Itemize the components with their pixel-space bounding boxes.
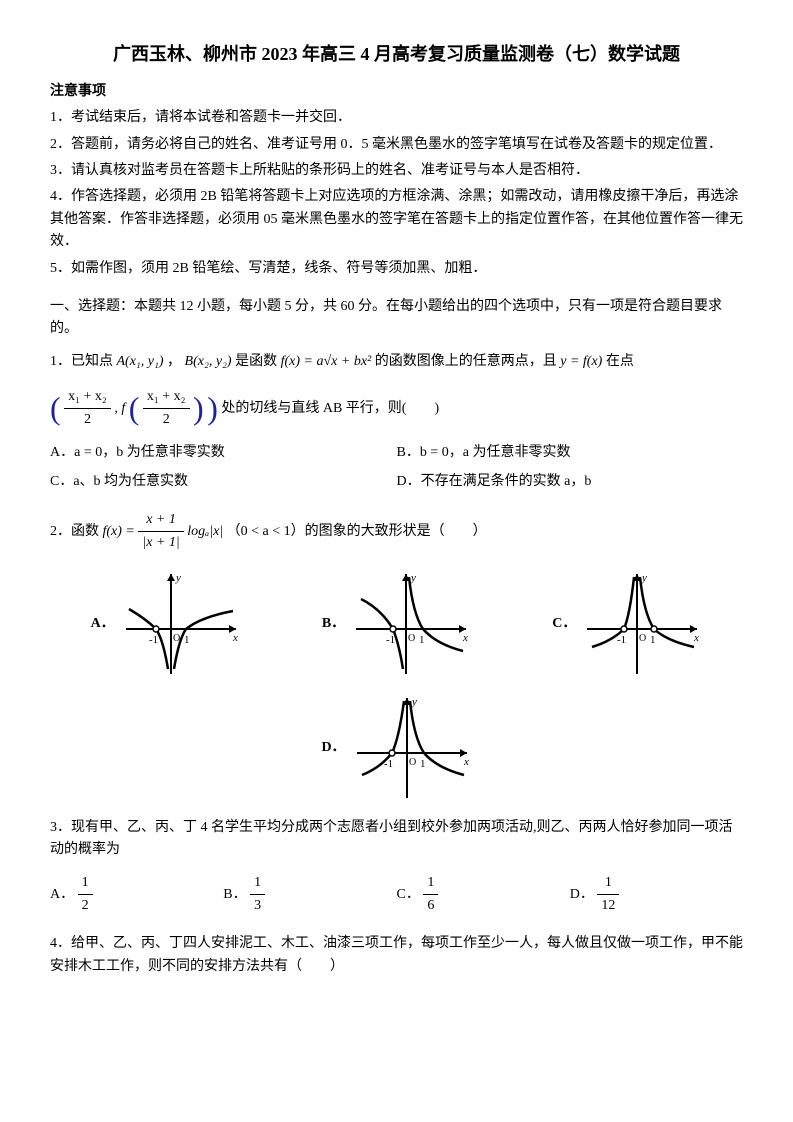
q3-optA: A． 1 2 bbox=[50, 872, 223, 918]
right-paren-icon: ) bbox=[193, 390, 204, 426]
q1-suffix: 在点 bbox=[606, 354, 634, 369]
q2-labelA: A． bbox=[91, 613, 115, 635]
graph-C-svg: x y -1 1 O bbox=[582, 569, 702, 679]
neg1-label: -1 bbox=[386, 634, 395, 646]
q1-pointA: A(x₁, y₁) bbox=[117, 354, 164, 369]
q2-labelD: D． bbox=[321, 737, 345, 759]
q3-optB: B． 1 3 bbox=[223, 872, 396, 918]
frac-den: 3 bbox=[250, 895, 265, 917]
optB-label: B． bbox=[223, 887, 246, 902]
q1-yfx: y = f(x) bbox=[560, 354, 602, 369]
q2-graph-row-2: D． x y -1 1 O bbox=[50, 693, 743, 803]
q2-graph-D: D． x y -1 1 O bbox=[321, 693, 471, 803]
optC-label: C． bbox=[397, 887, 420, 902]
graph-D-svg: x y -1 1 O bbox=[352, 693, 472, 803]
q2-graph-A: A． x y -1 1 O bbox=[91, 569, 241, 679]
frac-num: 1 bbox=[423, 872, 438, 895]
question-3: 3．现有甲、乙、丙、丁 4 名学生平均分成两个志愿者小组到校外参加两项活动,则乙… bbox=[50, 817, 743, 862]
frac-den: 12 bbox=[597, 895, 619, 917]
optC-frac: 1 6 bbox=[423, 872, 438, 918]
q3-options: A． 1 2 B． 1 3 C． 1 6 D． 1 12 bbox=[50, 872, 743, 924]
q3-optC: C． 1 6 bbox=[397, 872, 570, 918]
q1-tail: 处的切线与直线 AB 平行，则( ) bbox=[221, 401, 439, 416]
q1-mid1: 是函数 bbox=[235, 354, 281, 369]
q1-text: 1．已知点 bbox=[50, 354, 117, 369]
optD-label: D． bbox=[570, 887, 594, 902]
frac-num: x₁ + x₂ bbox=[143, 386, 190, 409]
question-2: 2．函数 f(x) = x + 1 |x + 1| logₐ|x| （0 < a… bbox=[50, 509, 743, 555]
origin-label: O bbox=[409, 757, 416, 768]
axis-x-label: x bbox=[693, 632, 699, 644]
q2-graph-row-1: A． x y -1 1 O B． x y -1 1 bbox=[50, 569, 743, 679]
right-paren-icon: ) bbox=[207, 390, 218, 426]
q1-paren-sep: , f bbox=[114, 401, 125, 416]
left-paren-icon: ( bbox=[129, 390, 140, 426]
frac-num: 1 bbox=[78, 872, 93, 895]
pos1-label: 1 bbox=[184, 634, 190, 646]
q1-sep: ， bbox=[167, 354, 181, 369]
pos1-label: 1 bbox=[419, 634, 425, 646]
q2-frac: x + 1 |x + 1| bbox=[138, 509, 183, 555]
frac-den: 6 bbox=[423, 895, 438, 917]
q2-func-lead: f(x) = bbox=[103, 524, 139, 539]
axis-x-label: x bbox=[232, 632, 238, 644]
notice-item: 2．答题前，请务必将自己的姓名、准考证号用 0．5 毫米黑色墨水的签字笔填写在试… bbox=[50, 134, 743, 156]
section-1-header: 一、选择题：本题共 12 小题，每小题 5 分，共 60 分。在每小题给出的四个… bbox=[50, 296, 743, 341]
frac-num: 1 bbox=[250, 872, 265, 895]
q1-point-expression: ( x₁ + x₂ 2 , f ( x₁ + x₂ 2 ) ) 处的切线与直线 … bbox=[50, 383, 743, 434]
frac-num: x₁ + x₂ bbox=[64, 386, 111, 409]
graph-A-svg: x y -1 1 O bbox=[121, 569, 241, 679]
origin-label: O bbox=[639, 633, 646, 644]
frac-den: 2 bbox=[78, 895, 93, 917]
axis-y-label: y bbox=[411, 696, 417, 708]
frac-den: 2 bbox=[64, 409, 111, 431]
pos1-label: 1 bbox=[420, 758, 426, 770]
axis-x-label: x bbox=[463, 756, 469, 768]
notice-item: 4．作答选择题，必须用 2B 铅笔将答题卡上对应选项的方框涂满、涂黑；如需改动，… bbox=[50, 186, 743, 253]
q2-cond: （0 < a < 1）的图象的大致形状是（ ） bbox=[227, 524, 487, 539]
notice-item: 5．如需作图，须用 2B 铅笔绘、写清楚，线条、符号等须加黑、加粗． bbox=[50, 258, 743, 280]
axis-x-label: x bbox=[462, 632, 468, 644]
q1-optA: A．a = 0，b 为任意非零实数 bbox=[50, 442, 397, 464]
frac-den: 2 bbox=[143, 409, 190, 431]
frac-num: 1 bbox=[597, 872, 619, 895]
page-title: 广西玉林、柳州市 2023 年高三 4 月高考复习质量监测卷（七）数学试题 bbox=[50, 40, 743, 69]
q2-labelC: C． bbox=[552, 613, 576, 635]
q2-log: logₐ|x| bbox=[187, 524, 223, 539]
optA-frac: 1 2 bbox=[78, 872, 93, 918]
q2-prefix: 2．函数 bbox=[50, 524, 103, 539]
axis-y-label: y bbox=[410, 572, 416, 584]
frac-den: |x + 1| bbox=[138, 532, 183, 554]
left-paren-icon: ( bbox=[50, 390, 61, 426]
q3-optD: D． 1 12 bbox=[570, 872, 743, 918]
q2-graph-C: C． x y -1 1 O bbox=[552, 569, 702, 679]
notice-header: 注意事项 bbox=[50, 81, 743, 103]
q1-optD: D．不存在满足条件的实数 a，b bbox=[397, 471, 744, 493]
q1-optB: B．b = 0，a 为任意非零实数 bbox=[397, 442, 744, 464]
optB-frac: 1 3 bbox=[250, 872, 265, 918]
q1-frac1: x₁ + x₂ 2 bbox=[64, 386, 111, 432]
pos1-label: 1 bbox=[650, 634, 656, 646]
q1-frac2: x₁ + x₂ 2 bbox=[143, 386, 190, 432]
graph-B-svg: x y -1 1 O bbox=[351, 569, 471, 679]
question-4: 4．给甲、乙、丙、丁四人安排泥工、木工、油漆三项工作，每项工作至少一人，每人做且… bbox=[50, 933, 743, 978]
optD-frac: 1 12 bbox=[597, 872, 619, 918]
frac-num: x + 1 bbox=[138, 509, 183, 532]
notice-item: 1．考试结束后，请将本试卷和答题卡一并交回． bbox=[50, 107, 743, 129]
notice-item: 3．请认真核对监考员在答题卡上所粘贴的条形码上的姓名、准考证号与本人是否相符． bbox=[50, 160, 743, 182]
question-1: 1．已知点 A(x₁, y₁) ， B(x₂, y₂) 是函数 f(x) = a… bbox=[50, 351, 743, 373]
q1-mid2: 的函数图像上的任意两点，且 bbox=[375, 354, 561, 369]
q1-func: f(x) = a√x + bx² bbox=[281, 354, 372, 369]
neg1-label: -1 bbox=[149, 634, 158, 646]
axis-y-label: y bbox=[641, 572, 647, 584]
q2-labelB: B． bbox=[322, 613, 345, 635]
q1-pointB: B(x₂, y₂) bbox=[185, 354, 232, 369]
q2-graph-B: B． x y -1 1 O bbox=[322, 569, 471, 679]
origin-label: O bbox=[408, 633, 415, 644]
q1-optC: C．a、b 均为任意实数 bbox=[50, 471, 397, 493]
optA-label: A． bbox=[50, 887, 74, 902]
q1-options: A．a = 0，b 为任意非零实数 B．b = 0，a 为任意非零实数 C．a、… bbox=[50, 442, 743, 499]
axis-y-label: y bbox=[175, 572, 181, 584]
neg1-label: -1 bbox=[617, 634, 626, 646]
